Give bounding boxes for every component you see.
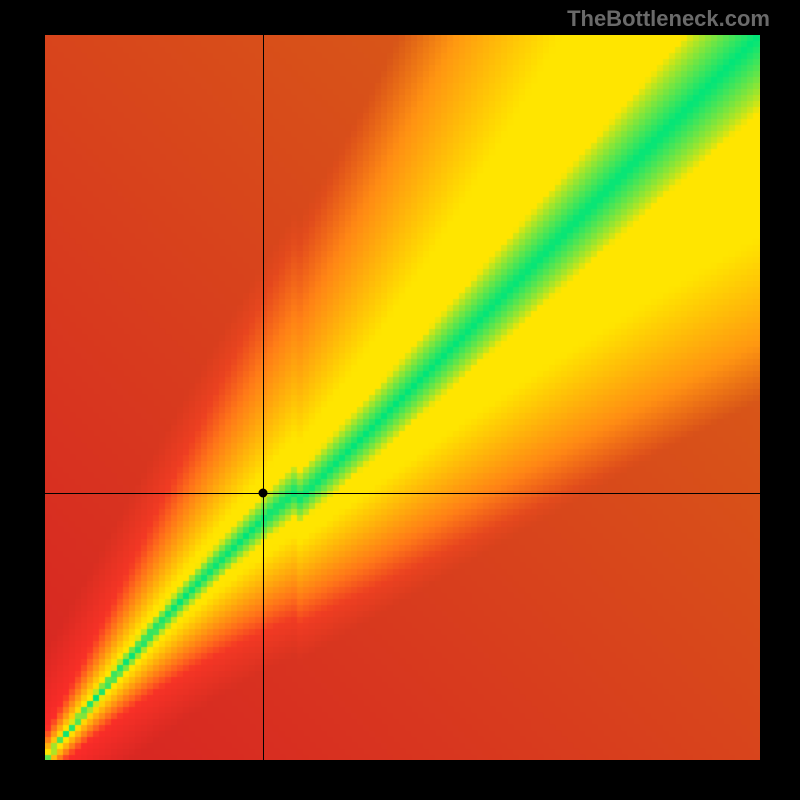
heatmap-canvas — [45, 35, 760, 760]
crosshair-horizontal — [45, 493, 760, 494]
watermark-text: TheBottleneck.com — [567, 6, 770, 32]
crosshair-marker-dot — [259, 489, 268, 498]
crosshair-vertical — [263, 35, 264, 760]
heatmap-plot — [45, 35, 760, 760]
